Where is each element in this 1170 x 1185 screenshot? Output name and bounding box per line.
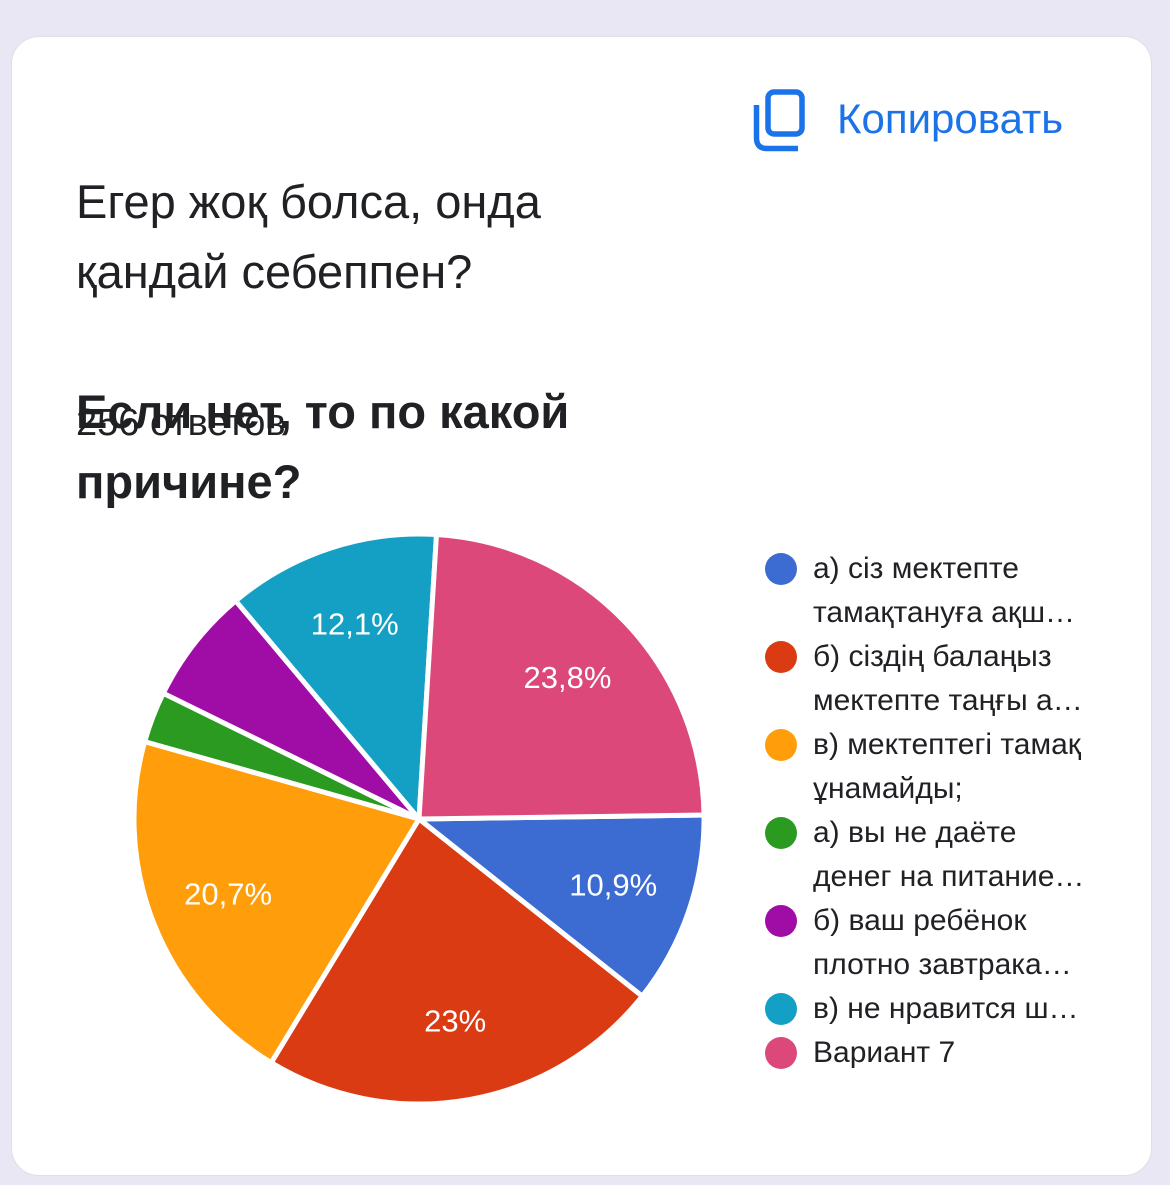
pie-chart: 10,9% 23% 20,7% 12,1% 23,8% (79, 479, 759, 1159)
legend-item-5: б) ваш ребёнок плотно завтрака… (765, 899, 1115, 987)
pie-slice-3[interactable] (131, 739, 422, 1066)
pie-slice-percentage-label: 12,1% (311, 607, 399, 642)
pie-slice-percentage-label: 20,7% (184, 877, 272, 912)
legend-label: в) не нравится ш… (813, 992, 1079, 1025)
copy-pages-icon (753, 89, 805, 152)
question-title: Егер жоқ болса, онда қандай себеппен? Ес… (76, 97, 716, 587)
legend-color-dot (765, 905, 797, 937)
legend-label: б) сіздің балаңыз мектепте таңғы а… (813, 640, 1083, 717)
pie-slice-percentage-label: 23% (424, 1004, 486, 1039)
legend-item-6: в) не нравится ш… (765, 987, 1115, 1031)
pie-slice-1[interactable] (416, 812, 707, 999)
question-result-card: Егер жоқ болса, онда қандай себеппен? Ес… (11, 36, 1152, 1176)
legend-label: в) мектептегі тамақ ұнамайды; (813, 728, 1081, 805)
legend-item-2: б) сіздің балаңыз мектепте таңғы а… (765, 635, 1115, 723)
chart-legend: а) сіз мектепте тамақтануға ақш… б) сізді… (765, 547, 1115, 1075)
question-title-russian: Если нет, то по какой причине? (76, 385, 570, 508)
pie-slice-2[interactable] (268, 816, 645, 1107)
pie-slice-6[interactable] (233, 531, 439, 822)
legend-item-3: в) мектептегі тамақ ұнамайды; (765, 723, 1115, 811)
legend-color-dot (765, 817, 797, 849)
legend-label: а) вы не даёте денег на питание… (813, 816, 1085, 893)
legend-color-dot (765, 641, 797, 673)
legend-item-1: а) сіз мектепте тамақтануға ақш… (765, 547, 1115, 635)
copy-button[interactable]: Копировать (751, 88, 1063, 155)
legend-label: Вариант 7 (813, 1036, 956, 1069)
legend-item-4: а) вы не даёте денег на питание… (765, 811, 1115, 899)
pie-slice-percentage-label: 23,8% (524, 660, 612, 695)
question-title-kazakh: Егер жоқ болса, онда қандай себеппен? (76, 175, 541, 298)
responses-count: 256 ответов (76, 402, 286, 444)
legend-color-dot (765, 729, 797, 761)
legend-color-dot (765, 553, 797, 585)
legend-item-7: Вариант 7 (765, 1031, 1115, 1075)
legend-color-dot (765, 993, 797, 1025)
pie-slice-percentage-label: 10,9% (569, 868, 657, 903)
copy-button-label: Копировать (837, 95, 1064, 142)
legend-label: б) ваш ребёнок плотно завтрака… (813, 904, 1072, 981)
legend-color-dot (765, 1037, 797, 1069)
legend-label: а) сіз мектепте тамақтануға ақш… (813, 552, 1076, 629)
pie-slice-7[interactable] (416, 532, 707, 822)
